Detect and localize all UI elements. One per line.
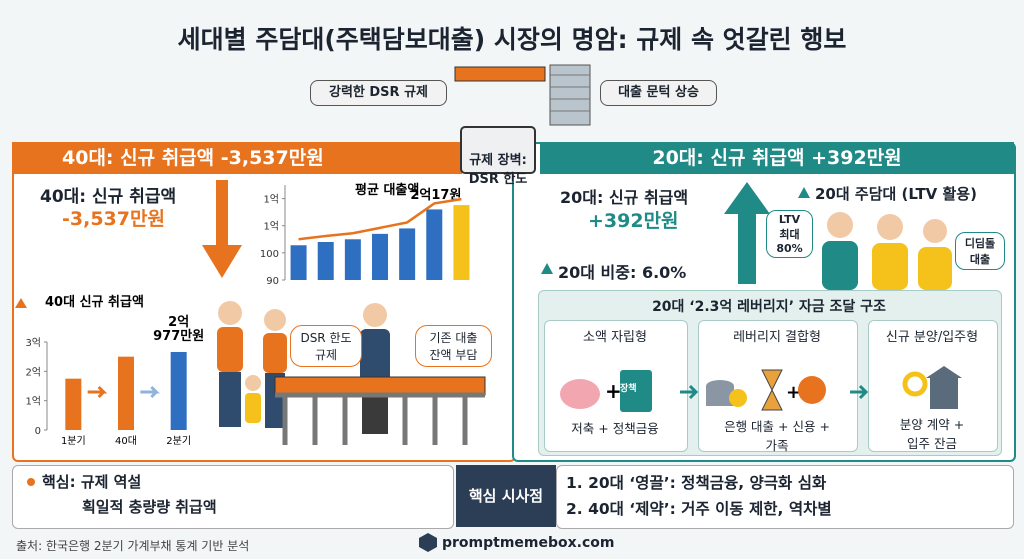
arrow: [140, 385, 160, 399]
title-triangle: [15, 298, 27, 308]
left-stat-label: 40대: 신규 취급액: [40, 187, 177, 207]
y-tick-label: 90: [266, 276, 279, 287]
group-label: 20대 주담대 (LTV 활용): [815, 185, 977, 203]
y-tick-label: 100: [260, 249, 279, 260]
up-triangle: [541, 263, 553, 274]
bar: [372, 233, 388, 280]
bar: [118, 356, 134, 430]
barrier-illustration: [454, 64, 591, 126]
title: 세대별 주담대(주택담보대출) 시장의 명암: 규제 속 엇갈린 행보: [177, 25, 847, 54]
source: 출처: 한국은행 2분기 가계부채 통계 기반 분석: [16, 539, 250, 553]
column-title: 레버리지 결합형: [733, 330, 821, 345]
barrier-line: 규제 장벽:: [469, 153, 527, 168]
value-label: 2억17원: [410, 188, 461, 203]
threshold-tag: 대출 문턱 상승: [600, 80, 717, 106]
core-line: 핵심: 규제 역설: [42, 473, 142, 491]
y-tick-label: 1억: [263, 221, 279, 233]
speech-bubble: LTV 최대 80%: [766, 210, 813, 258]
column-title: 소액 자립형: [583, 330, 647, 345]
bullet: [27, 478, 35, 486]
up-arrow: [724, 182, 770, 284]
y-tick-label: 0: [35, 426, 41, 437]
barrier-box: 규제 장벽: DSR 한도: [460, 126, 536, 187]
points-box: [556, 465, 1014, 529]
column-title: 신규 분양/입주형: [885, 330, 979, 345]
regulation-tag: 강력한 DSR 규제: [310, 80, 447, 106]
barrier-line: DSR 한도: [468, 172, 528, 187]
implication-label: 핵심 시사점: [456, 465, 556, 527]
structure-column: [544, 320, 688, 452]
structure-icons: + +: [560, 366, 962, 412]
core-box: [12, 465, 454, 529]
speech-bubble: 기존 대출 잔액 부담: [415, 325, 492, 367]
svg-text:+: +: [786, 382, 801, 403]
left-panel: [12, 142, 516, 462]
y-tick-label: 1억: [25, 396, 41, 408]
speech-bubble: 디딤돌 대출: [955, 232, 1005, 270]
core-line: 획일적 충량량 취급액: [82, 498, 217, 516]
down-arrow: [202, 180, 242, 278]
bar: [317, 242, 334, 280]
bar: [453, 205, 470, 280]
svg-text:+: +: [605, 379, 622, 403]
bar: [426, 209, 443, 280]
left-stat-value: -3,537만원: [62, 208, 165, 230]
up-triangle: [798, 187, 810, 198]
arrow: [87, 385, 108, 399]
y-tick-label: 2억: [25, 366, 41, 378]
bar: [290, 245, 307, 280]
young-people-illustration: [822, 212, 952, 290]
quarter-chart: 40대 신규 취급액 0 1억 2억 3억 1분기 40대 2분기 2억 977만원: [15, 294, 204, 447]
trend-line: [298, 197, 462, 241]
right-stat-value: +392만원: [588, 210, 679, 232]
left-header: 40대: 신규 취급액 -3,537만원: [12, 142, 462, 174]
point: 1. 20대 ‘영끌’: 정책금융, 양극화 심화: [566, 474, 827, 492]
family-illustration: [217, 301, 486, 445]
point: 2. 40대 ‘제약’: 거주 이동 제한, 역차별: [566, 500, 832, 518]
bar: [170, 351, 187, 430]
bar: [65, 378, 82, 430]
column-caption: 은행 대출 + 신용 + 가족: [724, 419, 830, 453]
bar: [344, 239, 361, 280]
site: promptmemebox.com: [442, 535, 615, 551]
structure-title: 20대 ‘2.3억 레버리지’ 자금 조달 구조: [652, 299, 886, 315]
right-stat-label: 20대: 신규 취급액: [560, 188, 689, 207]
avg-loan-chart: 평균 대출액 90 100 1억 1억 2억17원: [260, 182, 470, 287]
x-tick-label: 40대: [115, 435, 137, 447]
x-tick-label: 2분기: [166, 435, 191, 447]
share-text: 20대 비중: 6.0%: [558, 263, 687, 282]
annotation: 2억 977만원: [153, 315, 204, 344]
chart-title: 40대 신규 취급액: [45, 294, 144, 310]
speech-bubble: DSR 한도 규제: [290, 325, 362, 367]
y-tick-label: 1억: [263, 194, 279, 206]
x-tick-label: 1분기: [61, 435, 86, 447]
y-tick-label: 3억: [25, 337, 41, 349]
chart-title: 평균 대출액: [355, 182, 419, 198]
logo: [419, 533, 437, 552]
book-label: 장책: [620, 384, 637, 394]
column-caption: 저축 + 정책금융: [571, 421, 659, 436]
right-header: 20대: 신규 취급액 +392만원: [540, 142, 1014, 174]
column-caption: 분양 계약 + 입주 잔금: [899, 417, 965, 451]
bar: [399, 228, 416, 280]
